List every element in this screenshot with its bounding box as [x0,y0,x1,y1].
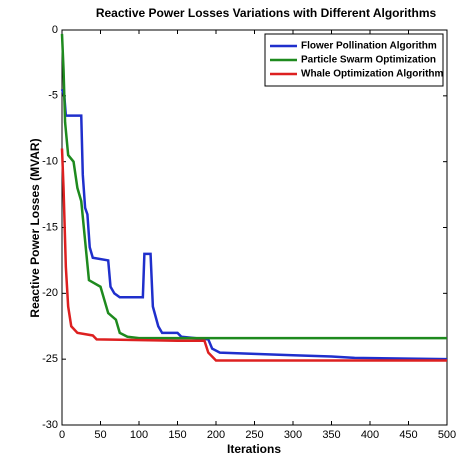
series-line [60,148,447,362]
y-tick-label: -15 [42,221,58,233]
x-tick-label: 400 [361,429,379,441]
x-tick-label: 150 [168,429,186,441]
x-tick-label: 300 [284,429,302,441]
series-line [60,88,448,361]
legend-label: Whale Optimization Algorithm [301,69,444,80]
legend-label: Flower Pollination Algorithm [301,41,437,52]
x-tick-label: 350 [322,429,340,441]
y-tick-label: 0 [52,24,58,36]
chart-title: Reactive Power Losses Variations with Di… [96,6,437,20]
series-line [60,33,447,340]
y-tick-label: -20 [42,287,58,299]
y-tick-label: -25 [42,353,58,365]
x-tick-label: 250 [245,429,263,441]
x-tick-label: 500 [438,429,456,441]
y-axis-label: Reactive Power Losses (MVAR) [28,138,42,317]
y-tick-label: -30 [42,419,58,431]
legend-label: Particle Swarm Optimization [301,55,436,66]
y-tick-label: -10 [42,156,58,168]
x-tick-label: 450 [399,429,417,441]
y-tick-label: -5 [48,90,58,102]
x-axis-label: Iterations [227,442,281,456]
x-tick-label: 100 [130,429,148,441]
x-tick-label: 200 [207,429,225,441]
x-tick-label: 50 [94,429,106,441]
plot-frame [61,29,448,426]
x-tick-label: 0 [59,429,65,441]
